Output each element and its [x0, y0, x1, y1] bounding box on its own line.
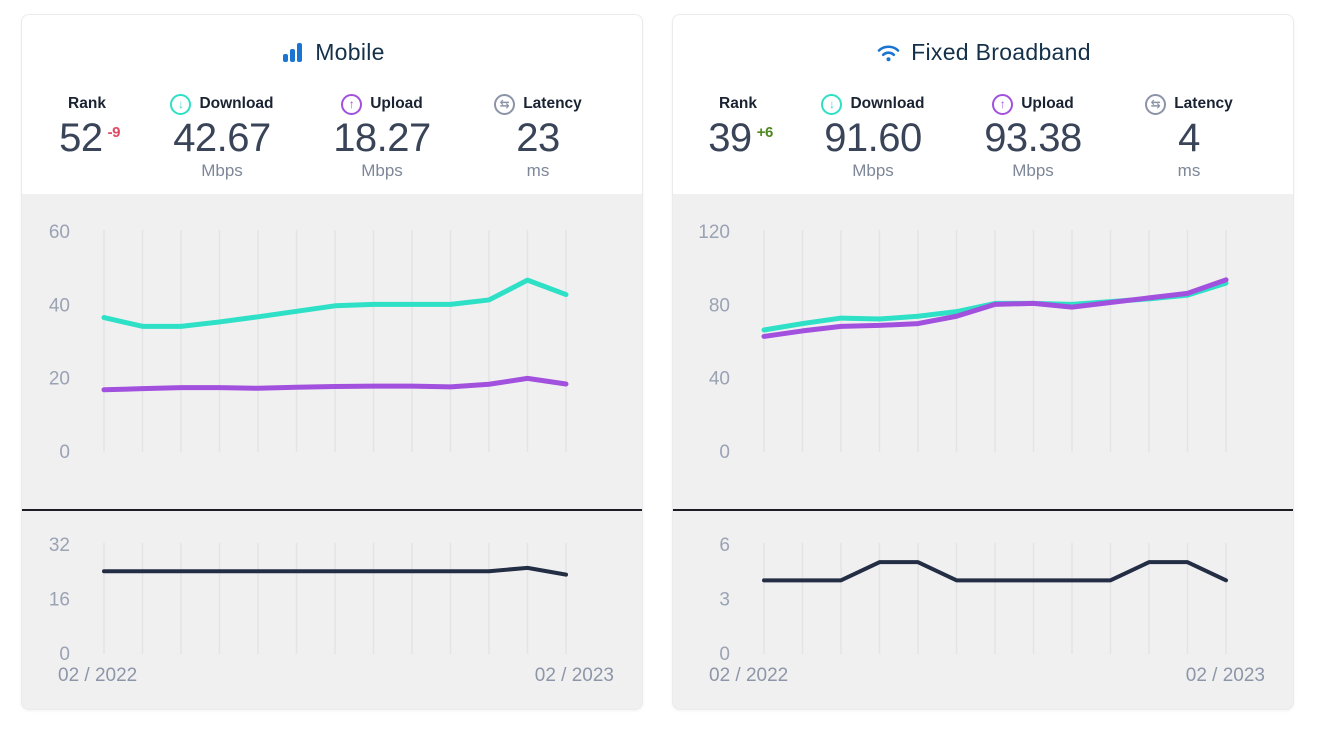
- upload-arrow-icon: ↑: [341, 93, 363, 115]
- download-label: Download: [850, 95, 925, 112]
- download-label: Download: [199, 95, 274, 112]
- y-tick-label: 0: [59, 442, 70, 463]
- latency-label: Latency: [523, 95, 582, 112]
- y-tick-label: 0: [59, 644, 70, 663]
- series-line-upload: [101, 375, 569, 393]
- fixed-latency-chart: 6 3 0: [719, 535, 1228, 663]
- y-tick-label: 20: [49, 369, 70, 390]
- download-arrow-icon: ↓: [170, 93, 192, 115]
- latency-swap-arrows-icon: ⇆: [494, 93, 516, 115]
- latency-value: 23: [516, 116, 560, 160]
- download-value: 42.67: [173, 116, 271, 160]
- latency-unit: ms: [1177, 161, 1201, 180]
- page-title: Fixed Broadband: [911, 38, 1091, 65]
- mobile-speed-chart: 60 40 20 0: [49, 222, 569, 463]
- mobile-panel-header: Mobile Rank 52 -9 ↓ Download 42.67 Mbps: [22, 15, 642, 194]
- upload-label: Upload: [1021, 95, 1074, 112]
- mobile-signal-bars-icon: [283, 42, 303, 62]
- mobile-chart-area: 60 40 20 0 32 16 0 02 / 2022 02 / 2023: [22, 194, 642, 709]
- download-unit: Mbps: [852, 161, 894, 180]
- upload-value: 18.27: [333, 116, 431, 160]
- page-title: Mobile: [315, 38, 385, 65]
- fixed-download-stat: ↓ Download 91.60 Mbps: [803, 93, 943, 181]
- rank-value: 39 +6: [708, 116, 774, 160]
- fixed-rank-stat: Rank 39 +6: [673, 93, 803, 181]
- latency-value: 4: [1178, 116, 1200, 160]
- mobile-latency-stat: ⇆ Latency 23 ms: [472, 93, 604, 181]
- upload-unit: Mbps: [1012, 161, 1054, 180]
- mobile-stats-row: Rank 52 -9 ↓ Download 42.67 Mbps ↑ Upload: [22, 93, 642, 181]
- rank-label: Rank: [719, 95, 757, 112]
- x-axis-start-label: 02 / 2022: [58, 665, 138, 686]
- mobile-panel: Mobile Rank 52 -9 ↓ Download 42.67 Mbps: [21, 14, 643, 710]
- y-tick-label: 60: [49, 222, 70, 243]
- y-tick-label: 0: [719, 644, 730, 663]
- latency-swap-arrows-icon: ⇆: [1145, 93, 1167, 115]
- dashboard: Mobile Rank 52 -9 ↓ Download 42.67 Mbps: [21, 14, 1294, 710]
- fixed-x-axis-labels: 02 / 2022 02 / 2023: [673, 665, 1293, 687]
- fixed-panel-header: Fixed Broadband Rank 39 +6 ↓ Download 91.…: [673, 15, 1293, 194]
- rank-value: 52 -9: [59, 116, 121, 160]
- download-value: 91.60: [824, 116, 922, 160]
- rank-change-badge: +6: [756, 124, 774, 141]
- mobile-latency-chart: 32 16 0: [49, 535, 568, 663]
- latency-unit: ms: [526, 161, 550, 180]
- x-axis-end-label: 02 / 2023: [534, 665, 614, 686]
- y-tick-label: 120: [698, 222, 730, 243]
- series-line-latency: [102, 565, 568, 577]
- rank-label: Rank: [68, 95, 106, 112]
- series-line-upload: [761, 277, 1229, 339]
- y-tick-label: 16: [49, 590, 70, 611]
- y-tick-label: 32: [49, 535, 70, 556]
- upload-value: 93.38: [984, 116, 1082, 160]
- mobile-title-row: Mobile: [22, 35, 642, 69]
- fixed-upload-stat: ↑ Upload 93.38 Mbps: [943, 93, 1123, 181]
- upload-unit: Mbps: [361, 161, 403, 180]
- fixed-speed-chart: 120 80 40 0: [698, 222, 1229, 463]
- fixed-stats-row: Rank 39 +6 ↓ Download 91.60 Mbps ↑ Upload: [673, 93, 1293, 181]
- mobile-upload-stat: ↑ Upload 18.27 Mbps: [292, 93, 472, 181]
- y-tick-label: 6: [719, 535, 730, 556]
- download-arrow-icon: ↓: [821, 93, 843, 115]
- upload-arrow-icon: ↑: [992, 93, 1014, 115]
- mobile-download-stat: ↓ Download 42.67 Mbps: [152, 93, 292, 181]
- mobile-x-axis-labels: 02 / 2022 02 / 2023: [22, 665, 642, 687]
- fixed-title-row: Fixed Broadband: [673, 35, 1293, 69]
- y-tick-label: 40: [49, 295, 70, 316]
- y-tick-label: 3: [719, 590, 730, 611]
- mobile-rank-stat: Rank 52 -9: [22, 93, 152, 181]
- x-axis-end-label: 02 / 2023: [1185, 665, 1265, 686]
- latency-label: Latency: [1174, 95, 1233, 112]
- fixed-latency-stat: ⇆ Latency 4 ms: [1123, 93, 1255, 181]
- y-tick-label: 80: [709, 295, 730, 316]
- wifi-icon: [877, 44, 900, 61]
- fixed-chart-area: 120 80 40 0 6 3 0 02 / 2022 02 / 2023: [673, 194, 1293, 709]
- y-tick-label: 40: [709, 369, 730, 390]
- series-line-latency: [762, 560, 1228, 583]
- fixed-broadband-panel: Fixed Broadband Rank 39 +6 ↓ Download 91.…: [672, 14, 1294, 710]
- chart-divider: [673, 509, 1293, 511]
- y-tick-label: 0: [719, 442, 730, 463]
- x-axis-start-label: 02 / 2022: [709, 665, 789, 686]
- rank-change-badge: -9: [107, 124, 121, 141]
- series-line-download: [101, 277, 569, 329]
- chart-divider: [22, 509, 642, 511]
- download-unit: Mbps: [201, 161, 243, 180]
- upload-label: Upload: [370, 95, 423, 112]
